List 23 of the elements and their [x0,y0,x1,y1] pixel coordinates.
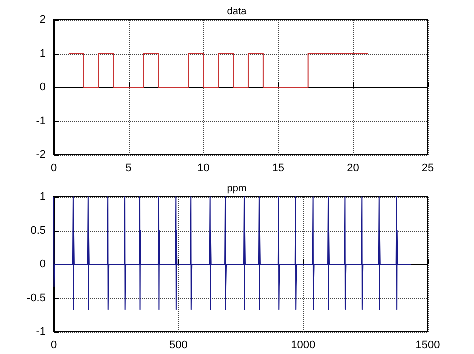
x-tick-label: 1000 [291,340,316,352]
y-tick-label: -0.5 [27,292,46,304]
line-series [54,196,412,310]
y-tick-label: 1 [40,48,46,60]
y-tick-label: 0 [40,82,46,94]
x-tick-label: 0 [50,340,58,352]
y-tick-label: -1 [36,115,46,128]
x-tick-label: 10 [197,162,210,174]
x-tick-label: 15 [272,162,285,174]
x-tick-label: 5 [126,162,132,174]
x-tick-label: 20 [347,162,360,174]
x-tick-label: 1500 [416,340,440,352]
y-tick-label: -1 [36,326,46,338]
y-tick-label: 2 [40,14,46,26]
y-tick-label: 1 [40,191,46,203]
x-tick-label: 25 [422,162,434,174]
chart-title: data [227,6,248,18]
x-tick-label: 500 [169,340,188,352]
x-tick-label: 0 [50,162,58,174]
chart-title: ppm [227,184,247,194]
y-tick-label: 0 [40,258,46,270]
y-tick-label: -2 [36,149,46,161]
y-tick-label: 0.5 [30,224,46,237]
